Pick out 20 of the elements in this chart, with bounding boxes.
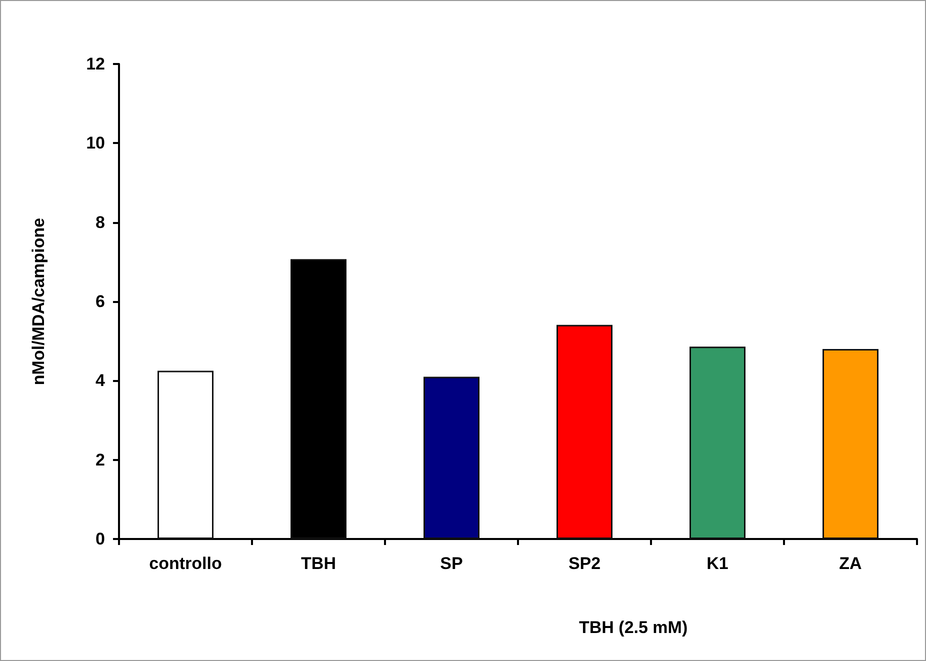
y-tick-label: 10: [86, 134, 105, 153]
bar: [424, 376, 480, 539]
x-tick-label: controllo: [149, 554, 222, 573]
y-tick-label: 0: [96, 530, 105, 548]
x-tick-label: SP2: [568, 554, 601, 573]
y-tick-label: 2: [96, 450, 105, 470]
x-axis-title: TBH (2.5 mM): [579, 618, 688, 637]
y-tick-label: 12: [86, 54, 105, 74]
bar: [556, 324, 612, 539]
bar: [690, 346, 746, 539]
y-tick-label: 8: [96, 212, 105, 232]
bar: [822, 349, 878, 539]
y-tick-label: 4: [96, 371, 106, 390]
x-tick-label: ZA: [839, 554, 862, 573]
y-axis-title: nMol/MDA/campione: [29, 218, 48, 386]
y-tick-label: 6: [96, 292, 105, 311]
x-tick-label: SP: [440, 554, 463, 573]
x-tick-label: TBH: [301, 554, 336, 573]
bar: [158, 370, 214, 539]
x-tick-label: K1: [706, 554, 728, 573]
